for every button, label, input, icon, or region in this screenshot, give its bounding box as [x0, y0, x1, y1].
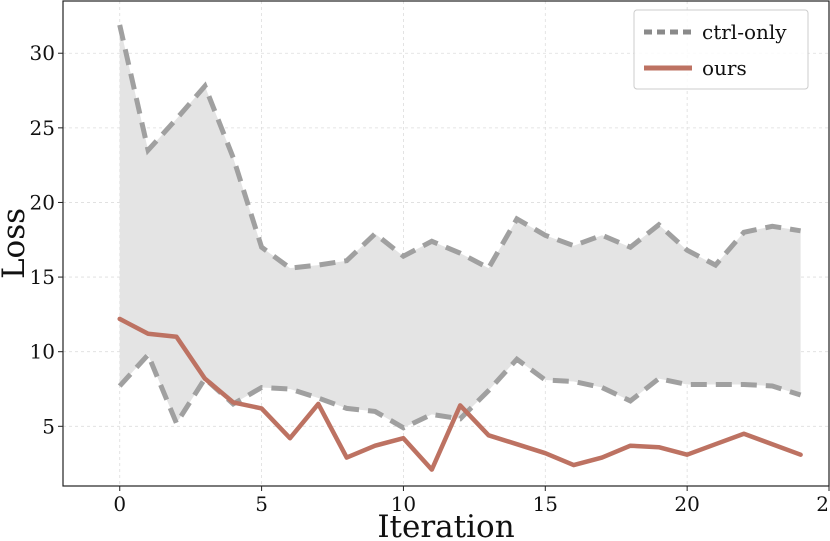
x-tick-label: 5: [255, 492, 268, 516]
y-tick-label: 15: [30, 265, 55, 289]
y-tick-label: 25: [30, 116, 55, 140]
x-tick-label: 0: [113, 492, 126, 516]
series: [117, 316, 803, 472]
x-tick-label: 20: [674, 492, 699, 516]
y-tick-label: 20: [30, 190, 55, 214]
x-tick-label: 15: [533, 492, 558, 516]
y-tick-label: 30: [30, 41, 55, 65]
legend-label-ours: ours: [702, 56, 747, 80]
ctrl-only-upper-line: [117, 24, 801, 272]
plot-frame: [62, 0, 830, 487]
axis-ticks: 0 5 10 15 20 25 5 10 15 20 25 30: [30, 41, 830, 516]
y-tick-label: 10: [30, 340, 55, 364]
x-tick-label: 25: [816, 492, 830, 516]
y-tick-label: 5: [42, 414, 55, 438]
legend: ctrl-only ours: [633, 9, 809, 90]
x-tick-label: 10: [391, 492, 416, 516]
legend-label-ctrl-only: ctrl-only: [702, 20, 787, 44]
y-axis-title: Loss: [0, 208, 32, 279]
series-line-ours: [117, 316, 803, 472]
ctrl-only-fill: [119, 24, 801, 428]
x-axis-title: Iteration: [377, 509, 514, 541]
